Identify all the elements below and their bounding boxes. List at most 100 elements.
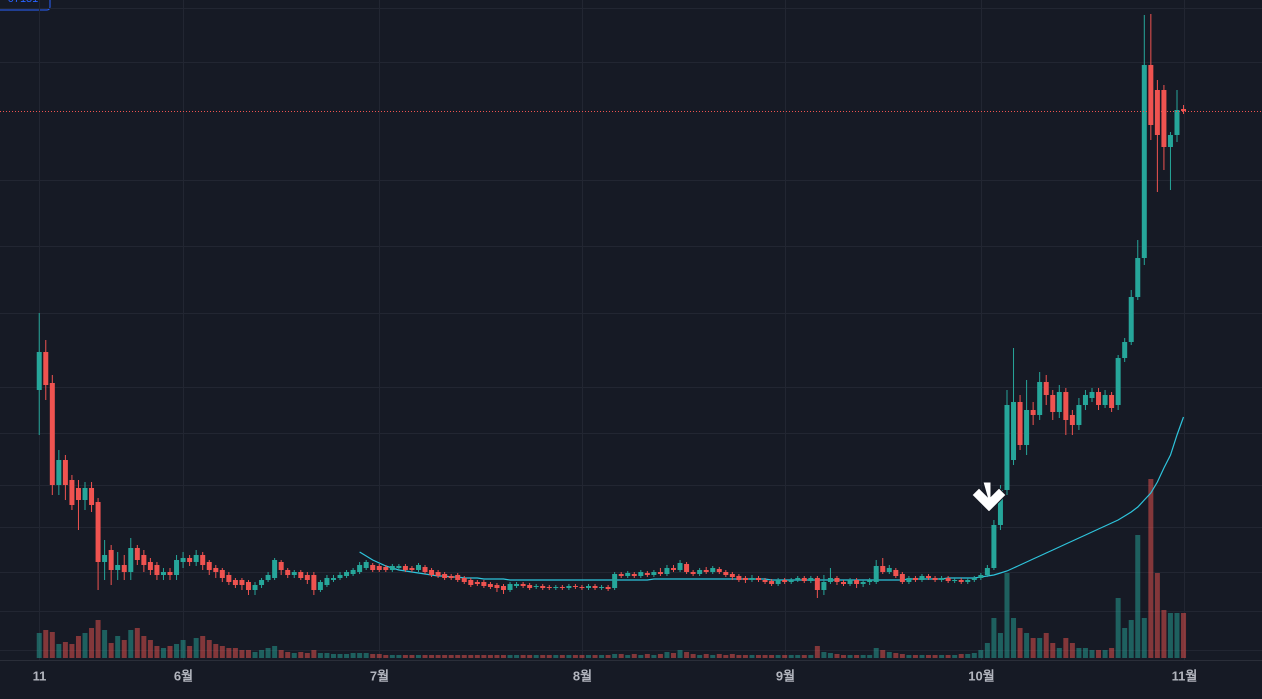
volume-bar	[703, 654, 709, 658]
candle-body	[213, 568, 219, 572]
candle-body	[1037, 382, 1043, 415]
badge: 07131	[8, 0, 39, 5]
volume-bar	[854, 655, 860, 658]
volume-bar	[671, 653, 677, 658]
volume-bar	[808, 655, 814, 658]
volume-bar	[899, 654, 905, 658]
volume-bar	[585, 655, 591, 658]
candle-body	[821, 582, 827, 590]
volume-bar	[1043, 633, 1049, 658]
candle-body	[612, 574, 618, 588]
candle-body	[860, 582, 866, 584]
candle-body	[95, 502, 101, 562]
candle-body	[1102, 395, 1108, 405]
arrow-marker	[971, 481, 1007, 513]
candle-body	[1154, 90, 1160, 135]
candle-body	[729, 574, 735, 577]
volume-bar	[867, 655, 873, 658]
volume-bar	[926, 655, 932, 658]
volume-bar	[932, 655, 938, 658]
volume-bar	[1089, 650, 1095, 658]
volume-bar	[102, 630, 108, 658]
volume-bar	[873, 648, 879, 658]
candle-body	[1043, 382, 1049, 395]
volume-bar	[1050, 643, 1056, 658]
candle-body	[1115, 358, 1121, 405]
volume-bar	[121, 640, 127, 658]
candle-body	[383, 567, 389, 570]
candle-body	[330, 578, 336, 580]
volume-bar	[834, 654, 840, 658]
volume-bar	[1154, 573, 1160, 658]
candle-body	[134, 548, 140, 560]
volume-bar	[527, 655, 533, 658]
candle-body	[389, 566, 395, 570]
volume-bar	[1141, 618, 1147, 658]
candle-body	[657, 572, 663, 574]
volume-bar	[304, 653, 310, 658]
candle-body	[193, 555, 199, 562]
candle-body	[965, 580, 971, 582]
volume-bar	[69, 644, 75, 658]
volume-bar	[344, 654, 350, 658]
volume-bar	[455, 655, 461, 658]
volume-bar	[958, 654, 964, 658]
candle-body	[43, 352, 49, 385]
candle-body	[82, 488, 88, 500]
candle-body	[742, 578, 748, 580]
candle-body	[841, 582, 847, 584]
candle-body	[697, 570, 703, 574]
volume-bar	[997, 633, 1003, 658]
volume-bar	[599, 655, 605, 658]
volume-bar	[396, 655, 402, 658]
candle-body	[631, 574, 637, 576]
x-tick-label: 7월	[370, 668, 389, 683]
x-tick-label: 11	[33, 668, 47, 683]
candle-body	[775, 580, 781, 584]
volume-bar	[540, 655, 546, 658]
volume-bar	[677, 650, 683, 658]
volume-bar	[684, 652, 690, 658]
candle-body	[219, 570, 225, 578]
candle-body	[801, 578, 807, 581]
volume-bar	[1024, 633, 1030, 658]
candle-body	[1069, 415, 1075, 425]
volume-bar	[232, 648, 238, 658]
volume-bar	[971, 653, 977, 658]
candle-body	[762, 580, 768, 582]
candle-body	[932, 578, 938, 580]
volume-bar	[1109, 648, 1115, 658]
candle-body	[487, 584, 493, 587]
volume-bar	[965, 654, 971, 658]
volume-bar	[1122, 628, 1128, 658]
candle-body	[174, 560, 180, 575]
x-tick-label: 9월	[776, 668, 795, 683]
candle-body	[291, 572, 297, 575]
volume-bar	[697, 655, 703, 658]
volume-bar	[180, 640, 186, 658]
candle-body	[1004, 405, 1010, 490]
volume-bar	[160, 648, 166, 658]
candle-body	[344, 572, 350, 576]
candle-body	[468, 580, 474, 585]
candle-body	[1076, 405, 1082, 425]
volume-bar	[572, 655, 578, 658]
volume-bar	[1135, 535, 1141, 658]
candle-body	[239, 580, 245, 585]
volume-bar	[664, 652, 670, 658]
volume-bar	[154, 646, 160, 658]
volume-bar	[566, 655, 572, 658]
volume-bar	[821, 652, 827, 658]
candle-body	[402, 566, 408, 570]
volume-bar	[213, 644, 219, 658]
candle-body	[36, 352, 42, 390]
volume-bar	[1082, 648, 1088, 658]
volume-bar	[749, 655, 755, 658]
candle-body	[997, 490, 1003, 525]
volume-bar	[62, 642, 68, 658]
candle-body	[304, 575, 310, 580]
candle-body	[1011, 402, 1017, 460]
volume-bar	[324, 653, 330, 658]
candle-body	[769, 581, 775, 584]
candle-body	[350, 570, 356, 574]
